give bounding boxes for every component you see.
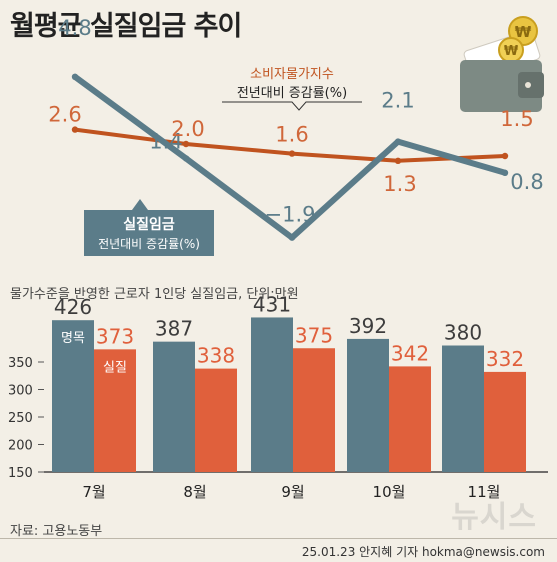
y-tick-label: 200 — [8, 439, 33, 454]
bar-nominal — [442, 345, 484, 472]
data-label: 2.1 — [381, 89, 414, 113]
bar-value-label: 380 — [444, 321, 482, 345]
data-point — [394, 138, 402, 145]
bar-nominal — [251, 317, 293, 472]
bar-value-label: 426 — [54, 295, 92, 319]
wallet-icon: ₩₩ — [460, 16, 544, 112]
data-label: 2.6 — [48, 103, 81, 127]
legend-real: 실질 — [103, 360, 127, 375]
bar-real — [94, 349, 136, 472]
callout-pointer-cpi — [222, 101, 362, 111]
x-tick-label: 11월 — [468, 483, 501, 501]
data-label: 1.4 — [149, 129, 182, 153]
bar-nominal — [52, 320, 94, 472]
bar-real — [195, 368, 237, 472]
bar-value-label: 338 — [197, 344, 235, 368]
svg-text:₩: ₩ — [515, 23, 532, 41]
data-label: 1.3 — [383, 172, 416, 196]
source-note: 자료: 고용노동부 — [10, 524, 103, 539]
data-point — [288, 150, 296, 157]
x-tick-label: 10월 — [373, 483, 406, 501]
bar-value-label: 431 — [253, 292, 291, 316]
series-label-wage: 실질임금 — [123, 217, 175, 233]
data-point — [288, 234, 296, 241]
data-label: 4.8 — [58, 16, 91, 40]
data-point — [501, 169, 509, 176]
bar-real — [293, 348, 335, 472]
bar-real — [484, 371, 526, 472]
data-label: 0.8 — [510, 170, 543, 194]
svg-text:₩: ₩ — [504, 44, 519, 59]
data-point — [394, 157, 402, 164]
bar-value-label: 387 — [155, 317, 193, 341]
x-tick-label: 9월 — [281, 483, 304, 501]
y-tick-label: 350 — [8, 356, 33, 371]
bar-value-label: 392 — [349, 314, 387, 338]
data-label: 1.5 — [500, 107, 533, 131]
data-point — [71, 126, 79, 133]
data-point — [71, 73, 79, 81]
chart-title: 월평균 실질임금 추이 — [10, 11, 242, 42]
data-label: −1.9 — [265, 203, 316, 227]
y-tick-label: 300 — [8, 384, 33, 399]
bar-nominal — [347, 338, 389, 472]
bar-value-label: 332 — [486, 347, 524, 371]
legend-nominal: 명목 — [61, 331, 85, 346]
data-point — [182, 140, 190, 148]
y-tick-label: 250 — [8, 411, 33, 426]
data-label: 2.0 — [171, 117, 204, 141]
x-tick-label: 8월 — [183, 483, 206, 501]
series-label-box-wage — [84, 199, 214, 256]
watermark-logo: 뉴시스 — [451, 500, 537, 535]
series-sublabel-wage: 전년대비 증감률(%) — [98, 237, 200, 251]
bar-chart-subtitle: 물가수준을 반영한 근로자 1인당 실질임금, 단위:만원 — [10, 287, 299, 302]
credit-line: 25.01.23 안지혜 기자 hokma@newsis.com — [301, 545, 545, 559]
bar-value-label: 375 — [295, 323, 333, 347]
bar-real — [389, 366, 431, 472]
x-tick-label: 7월 — [82, 483, 105, 501]
bar-nominal — [153, 341, 195, 472]
data-point — [501, 152, 509, 160]
data-label: 1.6 — [275, 123, 308, 147]
data-point — [182, 155, 190, 162]
bar-value-label: 342 — [391, 341, 429, 365]
series-sublabel-cpi: 전년대비 증감률(%) — [237, 86, 347, 101]
footer-divider — [0, 538, 557, 539]
y-tick-label: 150 — [8, 466, 33, 481]
bar-value-label: 373 — [96, 324, 134, 348]
series-label-cpi: 소비자물가지수 — [250, 67, 334, 82]
